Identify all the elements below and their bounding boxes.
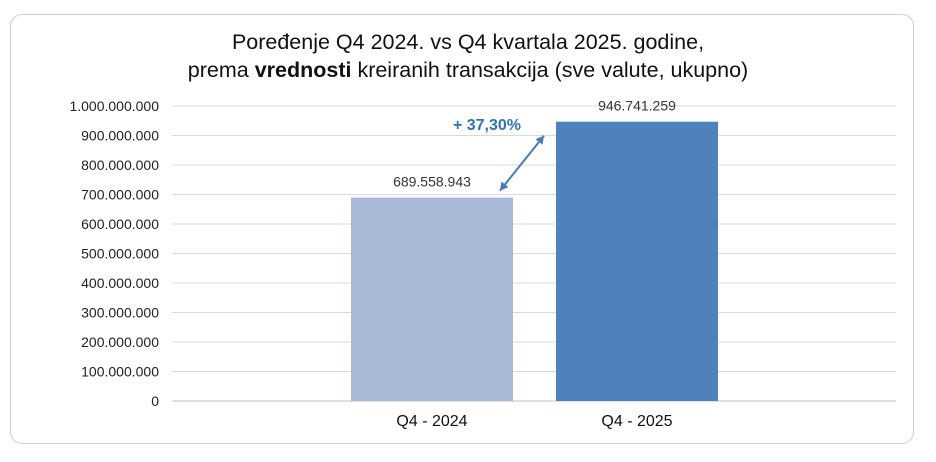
y-axis-ticks: 0 100.000.000 200.000.000 300.000.000 400.00… [69, 98, 159, 409]
title-line2-post: kreiranih transakcija (sve valute, ukupn… [351, 58, 749, 82]
data-label: 946.741.259 [598, 98, 676, 114]
chart-title-line1: Poređenje Q4 2024. vs Q4 kvartala 2025. … [231, 30, 705, 54]
data-labels: 689.558.943 946.741.259 [393, 98, 676, 190]
category-label: Q4 - 2025 [601, 413, 672, 430]
category-labels: Q4 - 2024 Q4 - 2025 [396, 413, 672, 430]
y-tick-label: 0 [151, 393, 159, 409]
bar [556, 121, 718, 401]
y-tick-label: 400.000.000 [81, 275, 159, 291]
gridlines [172, 105, 896, 402]
title-line2-bold: vrednosti [254, 58, 352, 82]
y-tick-label: 900.000.000 [81, 128, 159, 144]
y-tick-label: 1.000.000.000 [69, 98, 159, 114]
data-label: 689.558.943 [393, 174, 471, 190]
y-tick-label: 500.000.000 [81, 246, 159, 262]
title-line2-pre: prema [187, 58, 255, 82]
bar [351, 197, 513, 401]
chart-title: Poređenje Q4 2024. vs Q4 kvartala 2025. … [0, 28, 936, 84]
y-tick-label: 100.000.000 [81, 364, 159, 380]
growth-arrow-line [499, 135, 545, 192]
bars [351, 121, 718, 401]
y-tick-label: 800.000.000 [81, 157, 159, 173]
growth-annotation: + 37,30% [453, 117, 545, 192]
growth-annotation-label: + 37,30% [453, 117, 521, 134]
y-tick-label: 300.000.000 [81, 305, 159, 321]
y-tick-label: 200.000.000 [81, 334, 159, 350]
category-label: Q4 - 2024 [396, 413, 467, 430]
y-tick-label: 600.000.000 [81, 216, 159, 232]
growth-arrow-head-up [535, 135, 544, 145]
chart-title-line2: prema vrednosti kreiranih transakcija (s… [0, 56, 936, 84]
y-tick-label: 700.000.000 [81, 187, 159, 203]
growth-arrow-head-down [500, 181, 509, 191]
